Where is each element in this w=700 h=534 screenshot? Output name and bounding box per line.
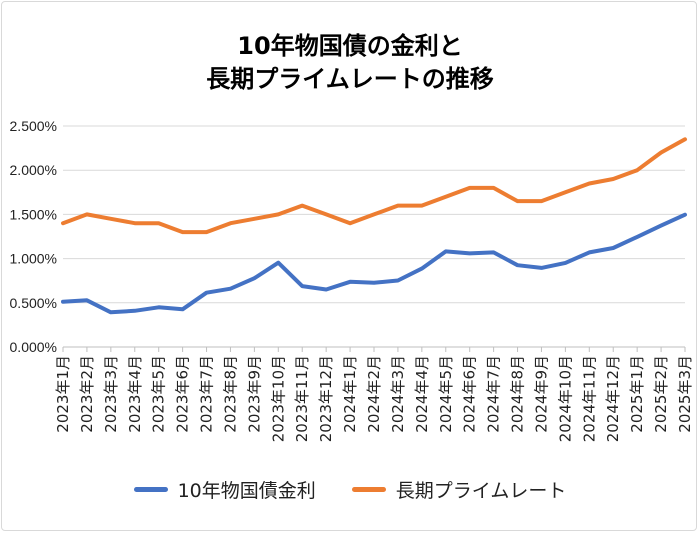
- legend-item-jgb: 10年物国債金利: [133, 476, 316, 503]
- x-tick-label: 2024年9月: [532, 355, 550, 433]
- x-tick-label: 2023年12月: [317, 355, 335, 442]
- x-tick-label: 2023年9月: [245, 355, 263, 433]
- x-tick-label: 2023年4月: [126, 355, 144, 433]
- x-tick-label: 2024年11月: [580, 355, 598, 442]
- series-line-0: [61, 212, 687, 315]
- x-tick-label: 2023年8月: [221, 355, 239, 433]
- x-tick-label: 2024年12月: [604, 355, 622, 442]
- legend-label-jgb: 10年物国債金利: [177, 480, 316, 502]
- x-tick-label: 2023年6月: [174, 355, 192, 433]
- y-tick-label: 2.000%: [10, 162, 57, 178]
- x-tick-label: 2024年3月: [389, 355, 407, 433]
- legend-swatch-prime: [351, 487, 386, 492]
- x-tick-label: 2023年5月: [150, 355, 168, 433]
- x-tick-label: 2023年1月: [54, 355, 72, 433]
- x-tick-label: 2023年11月: [293, 355, 311, 442]
- x-tick-label: 2024年6月: [461, 355, 479, 433]
- x-tick-label: 2024年2月: [365, 355, 383, 433]
- y-tick-label: 1.500%: [10, 206, 57, 222]
- x-tick-label: 2023年7月: [198, 355, 216, 433]
- legend: 10年物国債金利 長期プライムレート: [0, 476, 700, 503]
- x-tick-label: 2025年3月: [676, 355, 694, 433]
- legend-label-prime: 長期プライムレート: [395, 480, 567, 502]
- x-tick-label: 2024年8月: [509, 355, 527, 433]
- legend-item-prime: 長期プライムレート: [351, 476, 567, 503]
- x-tick-label: 2024年4月: [413, 355, 431, 433]
- x-tick-label: 2023年10月: [269, 355, 287, 442]
- x-tick-label: 2024年10月: [556, 355, 574, 442]
- x-tick-label: 2025年2月: [652, 355, 670, 433]
- x-tick-label: 2024年1月: [341, 355, 359, 433]
- y-tick-label: 0.500%: [10, 295, 57, 311]
- chart-title: 10年物国債の金利と 長期プライムレートの推移: [0, 30, 700, 96]
- x-tick-label: 2023年2月: [78, 355, 96, 433]
- x-tick-label: 2024年7月: [485, 355, 503, 433]
- legend-swatch-jgb: [133, 487, 168, 492]
- y-tick-label: 0.000%: [10, 339, 57, 355]
- title-line-2: 長期プライムレートの推移: [206, 65, 494, 93]
- y-tick-label: 2.500%: [10, 118, 57, 134]
- title-line-1: 10年物国債の金利と: [237, 32, 463, 60]
- series-line-1: [61, 137, 687, 235]
- x-tick-label: 2024年5月: [437, 355, 455, 433]
- y-tick-label: 1.000%: [10, 251, 57, 267]
- x-tick-label: 2023年3月: [102, 355, 120, 433]
- x-tick-label: 2025年1月: [628, 355, 646, 433]
